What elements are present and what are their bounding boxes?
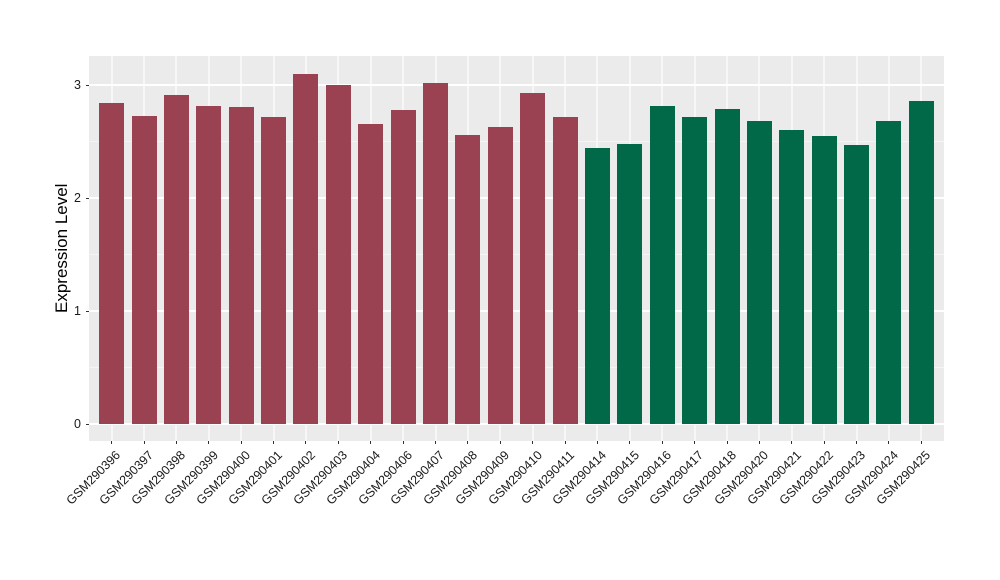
x-tick — [273, 441, 275, 444]
x-tick — [143, 441, 145, 444]
bar-GSM290399 — [196, 105, 222, 424]
x-tick — [240, 441, 242, 444]
x-tick — [856, 441, 858, 444]
x-tick — [920, 441, 922, 444]
y-gridline-major — [89, 84, 944, 87]
bar-GSM290403 — [325, 85, 351, 424]
x-tick — [467, 441, 469, 444]
y-gridline-minor — [89, 366, 944, 368]
bar-GSM290415 — [617, 143, 643, 424]
bar-GSM290423 — [844, 145, 870, 424]
y-tick-label: 1 — [74, 303, 81, 318]
bar-GSM290401 — [261, 116, 287, 424]
x-tick — [823, 441, 825, 444]
bar-GSM290406 — [390, 110, 416, 424]
bar-GSM290414 — [584, 148, 610, 424]
x-tick — [758, 441, 760, 444]
bar-GSM290402 — [293, 74, 319, 424]
bar-GSM290407 — [423, 83, 449, 424]
bar-GSM290400 — [228, 106, 254, 424]
y-gridline-major — [89, 197, 944, 200]
bar-GSM290410 — [520, 93, 546, 424]
x-tick — [435, 441, 437, 444]
x-tick — [694, 441, 696, 444]
x-tick — [888, 441, 890, 444]
y-gridline-minor — [89, 253, 944, 255]
bar-GSM290421 — [779, 130, 805, 424]
bar-GSM290411 — [552, 116, 578, 424]
bar-GSM290425 — [908, 101, 934, 424]
y-gridline-major — [89, 422, 944, 425]
bar-GSM290422 — [811, 136, 837, 424]
bar-GSM290409 — [487, 127, 513, 424]
x-tick — [661, 441, 663, 444]
bar-GSM290420 — [746, 121, 772, 424]
y-gridline-major — [89, 309, 944, 312]
x-tick — [564, 441, 566, 444]
bar-GSM290397 — [131, 115, 157, 424]
x-tick — [305, 441, 307, 444]
bar-GSM290398 — [163, 95, 189, 424]
y-tick-label: 3 — [74, 78, 81, 93]
x-tick — [370, 441, 372, 444]
bar-layer — [89, 56, 944, 441]
y-tick — [86, 198, 89, 200]
x-tick — [532, 441, 534, 444]
bar-GSM290396 — [99, 103, 125, 424]
plot-panel — [89, 56, 944, 441]
y-gridline-minor — [89, 141, 944, 143]
x-tick — [111, 441, 113, 444]
bar-GSM290418 — [714, 108, 740, 424]
bar-GSM290417 — [682, 116, 708, 424]
y-tick-label: 2 — [74, 191, 81, 206]
y-tick — [86, 85, 89, 87]
y-tick — [86, 310, 89, 312]
x-tick — [629, 441, 631, 444]
x-tick — [726, 441, 728, 444]
x-tick — [791, 441, 793, 444]
bar-GSM290416 — [649, 105, 675, 424]
bar-GSM290424 — [876, 121, 902, 424]
bar-GSM290408 — [455, 134, 481, 424]
y-tick-label: 0 — [74, 416, 81, 431]
bar-GSM290404 — [358, 123, 384, 424]
x-tick — [337, 441, 339, 444]
x-tick — [175, 441, 177, 444]
x-tick — [402, 441, 404, 444]
x-tick — [596, 441, 598, 444]
y-tick — [86, 423, 89, 425]
x-tick — [499, 441, 501, 444]
x-tick — [208, 441, 210, 444]
